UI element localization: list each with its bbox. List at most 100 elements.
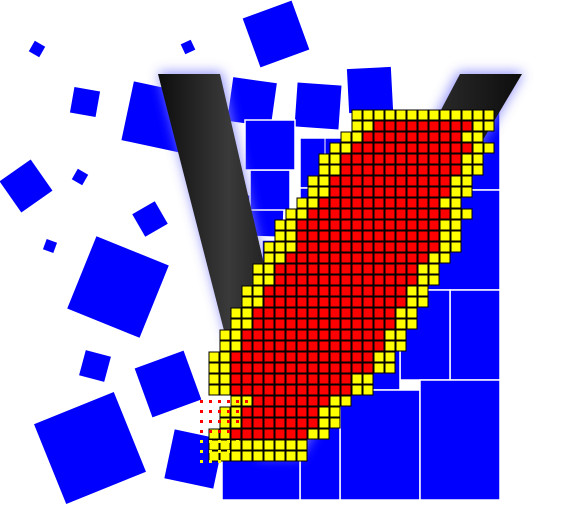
voxel-red [230, 384, 242, 396]
voxel-red [340, 153, 352, 165]
voxel-red [417, 186, 429, 198]
voxel-red [340, 230, 352, 242]
voxel-red [340, 175, 352, 187]
voxel-red [417, 230, 429, 242]
voxel-red [362, 230, 374, 242]
voxel-red [296, 285, 308, 297]
voxel-yellow [318, 186, 330, 198]
voxel-red [340, 329, 352, 341]
voxel-yellow [263, 241, 275, 253]
voxel-red [395, 252, 407, 264]
voxel-red [296, 274, 308, 286]
voxel-red [406, 164, 418, 176]
voxel-red [318, 373, 330, 385]
voxel-red [384, 307, 396, 319]
voxel-yellow [406, 109, 418, 121]
voxel-red [439, 120, 451, 132]
voxel-red [296, 329, 308, 341]
voxel-yellow [340, 142, 352, 154]
voxel-yellow [351, 384, 363, 396]
voxel-yellow [406, 296, 418, 308]
voxel-red [296, 428, 308, 440]
voxel-yellow [450, 197, 462, 209]
voxel-red [230, 428, 242, 440]
voxel-red [384, 263, 396, 275]
voxel-red [406, 230, 418, 242]
panel-tile [244, 119, 296, 171]
voxel-yellow [285, 241, 297, 253]
voxel-red [340, 263, 352, 275]
voxel-red [318, 384, 330, 396]
voxel-red [428, 142, 440, 154]
voxel-red [395, 296, 407, 308]
voxel-red [296, 351, 308, 363]
voxel-yellow [208, 373, 220, 385]
blue-square [294, 82, 342, 130]
voxel-red [439, 131, 451, 143]
voxel-yellow [417, 296, 429, 308]
voxel-red [252, 417, 264, 429]
voxel-red [307, 340, 319, 352]
voxel-yellow [219, 439, 231, 451]
voxel-red [274, 384, 286, 396]
voxel-red [252, 384, 264, 396]
voxel-red [395, 186, 407, 198]
voxel-red [318, 285, 330, 297]
voxel-yellow [274, 450, 286, 462]
voxel-yellow [274, 219, 286, 231]
voxel-red [362, 175, 374, 187]
voxel-red [296, 307, 308, 319]
voxel-yellow [384, 329, 396, 341]
voxel-red [373, 263, 385, 275]
point-dot [245, 420, 248, 423]
voxel-red [274, 263, 286, 275]
voxel-yellow [263, 263, 275, 275]
point-dot [254, 410, 257, 413]
voxel-yellow [373, 362, 385, 374]
voxel-red [307, 417, 319, 429]
voxel-red [307, 252, 319, 264]
voxel-red [406, 274, 418, 286]
voxel-yellow [439, 230, 451, 242]
voxel-red [428, 120, 440, 132]
voxel-red [296, 230, 308, 242]
point-dot [236, 440, 239, 443]
voxel-red [428, 175, 440, 187]
voxel-red [417, 219, 429, 231]
voxel-red [296, 362, 308, 374]
point-dot [218, 430, 221, 433]
point-dot [200, 400, 203, 403]
voxel-red [406, 175, 418, 187]
voxel-yellow [307, 197, 319, 209]
point-dot [218, 450, 221, 453]
voxel-red [351, 230, 363, 242]
voxel-red [406, 263, 418, 275]
voxel-yellow [318, 406, 330, 418]
voxel-yellow [274, 439, 286, 451]
voxel-yellow [461, 164, 473, 176]
voxel-yellow [208, 450, 220, 462]
voxel-red [362, 274, 374, 286]
voxel-red [296, 384, 308, 396]
voxel-red [384, 230, 396, 242]
point-dot [200, 410, 203, 413]
voxel-red [362, 329, 374, 341]
voxel-yellow [395, 318, 407, 330]
voxel-red [450, 120, 462, 132]
voxel-yellow [241, 285, 253, 297]
voxel-yellow [351, 109, 363, 121]
voxel-red [406, 142, 418, 154]
voxel-red [285, 274, 297, 286]
voxel-red [307, 208, 319, 220]
voxel-red [274, 395, 286, 407]
point-dot [209, 440, 212, 443]
voxel-red [450, 164, 462, 176]
voxel-red [318, 329, 330, 341]
point-dot [227, 430, 230, 433]
voxel-red [384, 219, 396, 231]
voxel-red [395, 230, 407, 242]
voxel-red [296, 395, 308, 407]
voxel-red [384, 252, 396, 264]
voxel-red [373, 230, 385, 242]
voxel-red [351, 274, 363, 286]
